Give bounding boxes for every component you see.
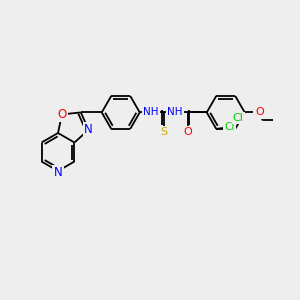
Text: N: N [54, 167, 62, 179]
Text: Cl: Cl [233, 113, 244, 123]
Text: NH: NH [143, 107, 158, 117]
Text: O: O [256, 107, 265, 117]
Text: NH: NH [167, 107, 182, 117]
Text: N: N [54, 167, 62, 179]
Text: O: O [183, 128, 192, 137]
Text: N: N [84, 123, 93, 136]
Text: S: S [160, 128, 167, 137]
Text: Cl: Cl [224, 122, 235, 132]
Text: O: O [57, 108, 67, 121]
